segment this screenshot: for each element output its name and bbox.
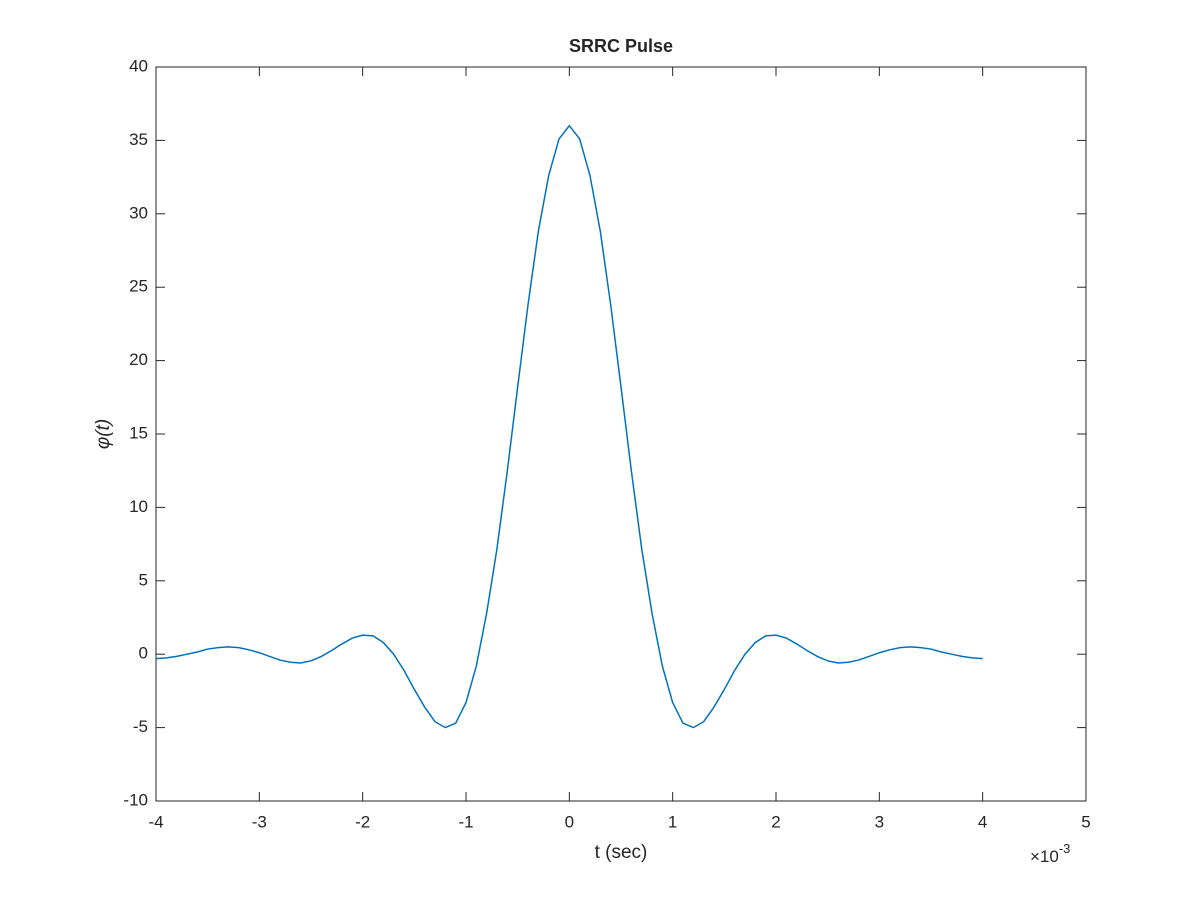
y-tick-label: 20 <box>129 350 148 369</box>
y-tick-label: 25 <box>129 277 148 296</box>
y-axis-label: φ(t) <box>93 419 114 449</box>
y-tick-label: 30 <box>129 203 148 222</box>
x-tick-label: 0 <box>565 812 574 831</box>
y-tick-label: 35 <box>129 130 148 149</box>
x-exponent-power: -3 <box>1059 841 1071 856</box>
x-tick-label: 2 <box>771 812 780 831</box>
x-tick-label: 4 <box>978 812 987 831</box>
axes-box <box>155 66 1087 802</box>
x-exponent-base: ×10 <box>1030 847 1059 866</box>
y-tick-label: 40 <box>129 56 148 75</box>
y-tick-label: -10 <box>123 790 148 809</box>
y-tick-label: 5 <box>139 570 148 589</box>
x-axis-label: t (sec) <box>595 842 648 863</box>
y-tick-label: 0 <box>139 644 148 663</box>
y-tick-label: 15 <box>129 423 148 442</box>
x-tick-label: 1 <box>668 812 677 831</box>
chart-title: SRRC Pulse <box>569 36 673 56</box>
y-tick-label: -5 <box>133 717 148 736</box>
x-tick-label: 3 <box>875 812 884 831</box>
x-tick-label: 5 <box>1081 812 1090 831</box>
data-line <box>155 124 983 729</box>
x-tick-label: -3 <box>252 812 267 831</box>
x-exponent: ×10-3 <box>1030 841 1070 866</box>
y-tick-label: 10 <box>129 497 148 516</box>
x-tick-label: -2 <box>355 812 370 831</box>
x-tick-label: -4 <box>148 812 163 831</box>
x-tick-label: -1 <box>458 812 473 831</box>
